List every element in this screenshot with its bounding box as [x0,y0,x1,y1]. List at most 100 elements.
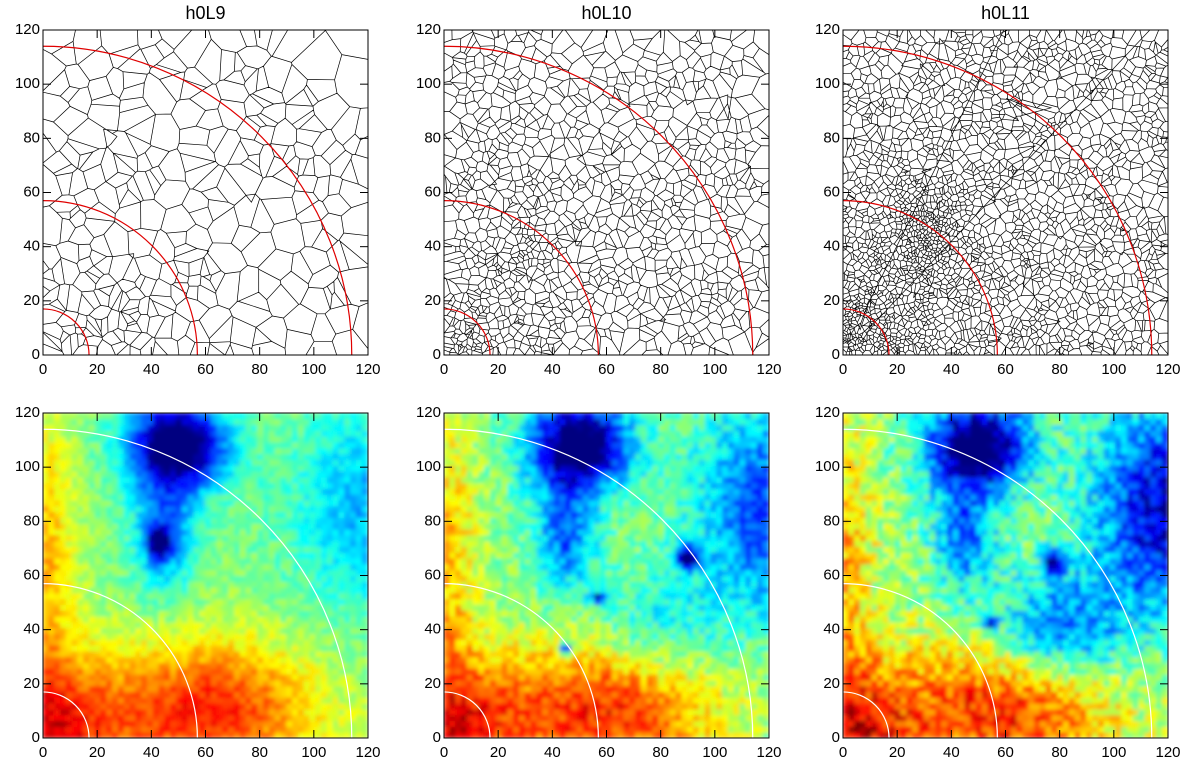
cell [199,424,206,431]
cell [547,453,555,460]
cell [444,627,451,635]
cell [466,540,474,547]
cell [106,667,114,675]
cell [251,575,259,582]
cell [326,650,334,658]
cell [444,644,451,652]
cell [315,511,323,518]
cell [455,662,462,669]
cell [239,429,247,437]
cell [571,604,578,611]
cell [234,621,241,629]
x-tick-label: 100 [702,361,727,378]
cell [326,685,334,693]
cell [571,441,578,449]
cell [274,499,282,507]
cell [495,656,503,664]
cell [181,522,189,530]
cell [135,557,143,565]
cell [234,586,241,594]
cell [495,435,503,443]
cell [239,650,247,658]
cell [571,586,578,594]
cell [83,696,90,704]
cell [175,714,183,722]
cell [263,667,270,675]
cell [594,487,602,495]
cell [530,685,538,693]
cell [77,418,85,426]
cell [228,435,236,443]
cell [524,720,532,727]
cell [106,627,114,635]
cell [65,592,73,600]
cell [582,413,590,420]
cell [129,720,137,727]
cell [350,708,357,716]
cell [245,592,253,600]
cell [472,476,480,484]
cell [117,516,125,524]
cell [606,592,613,600]
cell [59,493,67,501]
cell [338,604,346,611]
cell [303,505,311,513]
cell [158,621,166,629]
cell [164,429,172,437]
cell [297,528,305,536]
cell [274,650,282,658]
cell [326,435,334,443]
cell [181,638,189,646]
cell [175,633,183,640]
cell [65,511,73,518]
cell [152,418,160,426]
cell [175,447,183,455]
cell [530,418,538,426]
cell [48,621,56,629]
cell [536,413,544,420]
cell [501,447,509,455]
cell [472,627,480,635]
cell [489,418,497,426]
cell [181,604,189,611]
cell [321,453,328,460]
cell [94,453,102,460]
cell [444,476,451,484]
y-tick-label: 40 [23,238,40,255]
cell [152,708,160,716]
cell [141,633,148,640]
cell [472,592,480,600]
cell [576,598,584,606]
cell [263,580,270,588]
cell [94,731,102,738]
cell [43,487,50,495]
cell [100,569,108,576]
cell [350,696,357,704]
cell [274,592,282,600]
cell [309,516,317,524]
cell [361,482,368,489]
cell [100,714,108,722]
cell [361,424,368,431]
cell [268,575,276,582]
cell [321,609,328,617]
cell [518,696,526,704]
cell [164,493,172,501]
cell [158,615,166,623]
y-tick-label: 0 [32,346,40,363]
cell [228,598,236,606]
cell [344,470,352,478]
cell [181,708,189,716]
cell [268,673,276,681]
cell [210,540,218,547]
cell [158,424,166,431]
cell [158,487,166,495]
cell [466,551,474,559]
cell [315,528,323,536]
cell [565,592,573,600]
cell [501,522,509,530]
cell [43,575,50,582]
cell [274,638,282,646]
cell [553,429,561,437]
cell [297,516,305,524]
